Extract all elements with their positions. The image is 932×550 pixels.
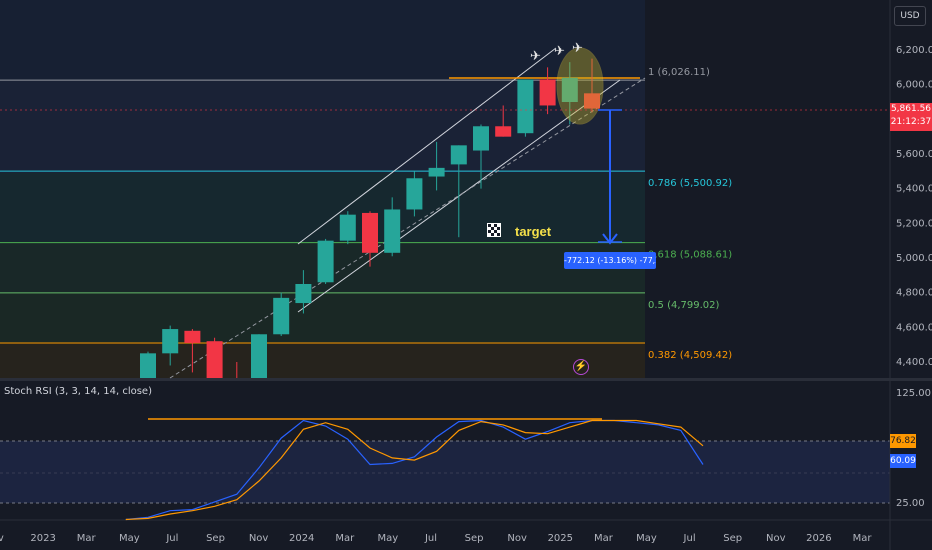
lightning-icon[interactable]: ⚡ bbox=[573, 359, 589, 375]
signal-icon-1: ✈ bbox=[530, 48, 541, 63]
signal-icon-3: ✈ bbox=[572, 40, 583, 55]
x-tick-label: Mar bbox=[335, 533, 355, 544]
candle-2023-06[interactable] bbox=[140, 353, 156, 378]
x-tick-label: 2023 bbox=[30, 533, 55, 544]
stoch-y-tick-label: 125.00 bbox=[896, 388, 931, 399]
measure-text: -772.12 (-13.16%) -77,212 bbox=[564, 256, 656, 265]
candle-2024-03[interactable] bbox=[339, 214, 356, 241]
candle-2023-09[interactable] bbox=[206, 341, 223, 378]
candle-2024-08[interactable] bbox=[450, 145, 467, 165]
price-tag[interactable]: 5,861.56 21:12:37 bbox=[890, 103, 932, 131]
candle-2025-01[interactable] bbox=[561, 77, 578, 102]
candle-2024-10[interactable] bbox=[495, 126, 512, 137]
x-tick-label: Nov bbox=[766, 533, 786, 544]
candle-2023-12[interactable] bbox=[273, 297, 290, 335]
y-tick-label: 5,400.00 bbox=[896, 184, 932, 195]
currency-label: USD bbox=[900, 11, 920, 21]
y-tick-label: 5,000.00 bbox=[896, 253, 932, 264]
x-tick-label: Nov bbox=[249, 533, 269, 544]
y-tick-label: 5,200.00 bbox=[896, 218, 932, 229]
x-tick-label: Nov bbox=[507, 533, 527, 544]
candle-2025-02[interactable] bbox=[584, 93, 600, 109]
fib-label-0.382: 0.382 (4,509.42) bbox=[648, 350, 732, 361]
stoch-d-value: 76.82 bbox=[890, 436, 916, 446]
measure-label[interactable]: -772.12 (-13.16%) -77,212 bbox=[564, 252, 656, 269]
candle-2024-06[interactable] bbox=[406, 178, 423, 210]
candle-2023-11[interactable] bbox=[251, 334, 267, 378]
x-tick-label: 2025 bbox=[548, 533, 573, 544]
candle-2024-12[interactable] bbox=[539, 79, 556, 106]
measure-arrowhead bbox=[602, 233, 618, 245]
x-tick-label: Mar bbox=[853, 533, 873, 544]
y-tick-label: 4,400.00 bbox=[896, 357, 932, 368]
x-tick-label: Jul bbox=[424, 533, 437, 544]
candle-2024-05[interactable] bbox=[384, 209, 401, 253]
price-tag-value: 5,861.56 bbox=[890, 104, 932, 114]
checkered-flag-icon bbox=[487, 223, 501, 237]
x-tick-label: Jul bbox=[683, 533, 696, 544]
y-tick-label: 6,200.00 bbox=[896, 45, 932, 56]
stoch-y-tick-label: 25.00 bbox=[896, 498, 925, 509]
fib-label-0.786: 0.786 (5,500.92) bbox=[648, 178, 732, 189]
x-tick-label: May bbox=[119, 533, 140, 544]
stoch-d-line[interactable] bbox=[125, 419, 704, 521]
stoch-band bbox=[0, 441, 890, 503]
stoch-d-value-tag: 76.82 bbox=[890, 434, 916, 448]
stoch-title-text: Stoch RSI (3, 3, 14, 14, close) bbox=[4, 386, 152, 397]
candle-2024-07[interactable] bbox=[428, 167, 445, 177]
signal-icon-2: ✈ bbox=[554, 43, 565, 58]
channel-upper-line[interactable] bbox=[297, 47, 557, 245]
x-tick-label: Sep bbox=[206, 533, 225, 544]
stoch-title[interactable]: Stoch RSI (3, 3, 14, 14, close) bbox=[4, 386, 152, 397]
x-tick-label: 2024 bbox=[289, 533, 314, 544]
fib-label-0.618: 0.618 (5,088.61) bbox=[648, 250, 732, 261]
rocket-marker: ✈ ✈ ✈ bbox=[530, 40, 583, 63]
candle-2024-02[interactable] bbox=[317, 240, 334, 283]
x-tick-label: Sep bbox=[723, 533, 742, 544]
candle-2024-04[interactable] bbox=[362, 212, 378, 253]
y-tick-label: 5,600.00 bbox=[896, 149, 932, 160]
channel-mid-dashed-line[interactable] bbox=[169, 77, 646, 379]
y-tick-label: 4,600.00 bbox=[896, 322, 932, 333]
x-tick-label: Sep bbox=[465, 533, 484, 544]
y-tick-label: 4,800.00 bbox=[896, 288, 932, 299]
currency-button[interactable]: USD bbox=[894, 6, 926, 26]
candle-2023-08[interactable] bbox=[184, 330, 201, 343]
x-tick-label: 2026 bbox=[806, 533, 831, 544]
target-label: target bbox=[515, 224, 552, 239]
highlight-ellipse[interactable] bbox=[556, 47, 604, 125]
x-tick-label: May bbox=[636, 533, 657, 544]
candle-2024-01[interactable] bbox=[295, 284, 312, 304]
fib-label-1: 1 (6,026.11) bbox=[648, 67, 710, 78]
fib-label-0.5: 0.5 (4,799.02) bbox=[648, 300, 720, 311]
candle-2024-11[interactable] bbox=[517, 79, 534, 134]
y-tick-label: 6,000.00 bbox=[896, 80, 932, 91]
stoch-k-value: 60.09 bbox=[890, 456, 916, 466]
target-annotation[interactable]: target bbox=[487, 223, 551, 241]
price-tag-countdown: 21:12:37 bbox=[890, 117, 932, 127]
x-tick-label: Nov bbox=[0, 533, 4, 544]
candle-2023-07[interactable] bbox=[162, 329, 179, 354]
x-tick-label: May bbox=[378, 533, 399, 544]
candle-2024-09[interactable] bbox=[473, 126, 489, 151]
stoch-k-value-tag: 60.09 bbox=[890, 454, 916, 468]
x-tick-label: Mar bbox=[77, 533, 97, 544]
x-tick-label: Jul bbox=[165, 533, 178, 544]
x-tick-label: Mar bbox=[594, 533, 614, 544]
